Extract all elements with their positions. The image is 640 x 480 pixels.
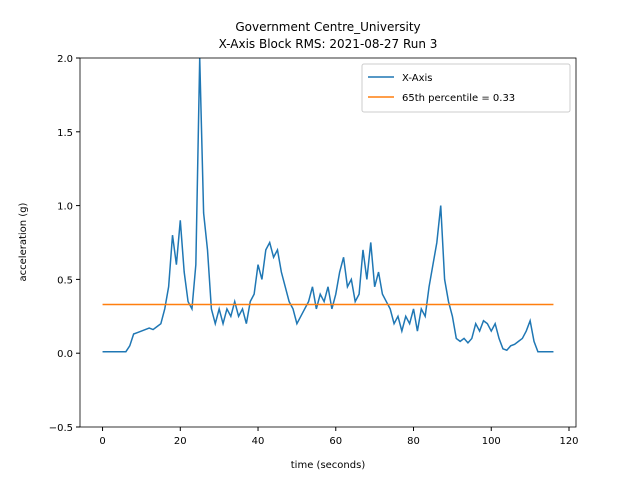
x-tick-label: 80	[407, 436, 420, 447]
y-tick-label: −0.5	[49, 423, 73, 434]
y-tick-label: 0.5	[57, 275, 73, 286]
y-axis-label: acceleration (g)	[18, 202, 29, 281]
x-tick-label: 0	[99, 436, 105, 447]
legend-box	[361, 63, 571, 113]
x-tick-label: 20	[174, 436, 187, 447]
y-tick-label: 2.0	[57, 54, 73, 65]
legend-label: 65th percentile = 0.33	[402, 93, 515, 104]
chart-title: X-Axis Block RMS: 2021-08-27 Run 3	[219, 37, 438, 51]
x-tick-label: 40	[252, 436, 265, 447]
chart-title: Government Centre_University	[235, 20, 420, 34]
x-tick-label: 100	[482, 436, 501, 447]
legend: X-Axis 65th percentile = 0.33	[361, 63, 571, 113]
legend-label: X-Axis	[402, 73, 433, 84]
y-tick-label: 1.5	[57, 128, 73, 139]
x-tick-label: 120	[559, 436, 578, 447]
y-tick-label: 1.0	[57, 202, 73, 213]
data-line	[102, 58, 554, 353]
y-tick-label: 0.0	[57, 349, 73, 360]
plot-frame	[79, 57, 577, 428]
x-axis-label: time (seconds)	[291, 460, 366, 471]
x-tick-label: 60	[329, 436, 342, 447]
